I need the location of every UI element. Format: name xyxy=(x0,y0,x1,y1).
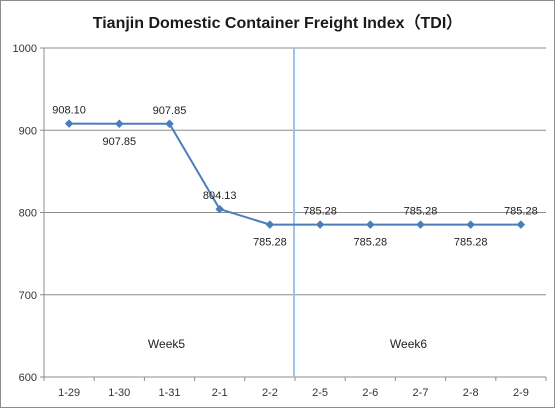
data-label-1-30: 907.85 xyxy=(102,136,136,148)
data-point-1-29 xyxy=(64,119,74,128)
data-label-2-2: 785.28 xyxy=(253,237,287,249)
data-point-2-6 xyxy=(365,220,375,229)
data-point-2-8 xyxy=(466,220,476,229)
x-tick-label-1-30: 1-30 xyxy=(108,387,130,399)
data-point-2-9 xyxy=(516,220,526,229)
data-point-2-1 xyxy=(215,204,225,214)
x-tick-label-2-5: 2-5 xyxy=(312,387,328,399)
data-label-2-5: 785.28 xyxy=(303,206,337,218)
x-tick-label-2-8: 2-8 xyxy=(463,387,479,399)
x-tick-label-1-29: 1-29 xyxy=(58,387,80,399)
x-tick-label-2-9: 2-9 xyxy=(513,387,529,399)
chart-title: Tianjin Domestic Container Freight Index… xyxy=(92,15,463,32)
x-tick-label-1-31: 1-31 xyxy=(158,387,180,399)
annotation-week6: Week6 xyxy=(390,337,427,351)
data-point-2-2 xyxy=(265,220,275,229)
data-label-2-6: 785.28 xyxy=(353,237,387,249)
y-tick-label-600: 600 xyxy=(19,372,37,384)
data-label-1-29: 908.10 xyxy=(52,105,86,117)
x-tick-label-2-6: 2-6 xyxy=(362,387,378,399)
y-tick-label-700: 700 xyxy=(19,290,37,302)
data-label-2-8: 785.28 xyxy=(454,237,488,249)
data-point-1-30 xyxy=(114,119,124,129)
series-line xyxy=(69,122,521,226)
x-tick-label-2-1: 2-1 xyxy=(212,387,228,399)
data-label-2-9: 785.28 xyxy=(504,206,538,218)
data-label-2-7: 785.28 xyxy=(404,206,438,218)
x-tick-label-2-2: 2-2 xyxy=(262,387,278,399)
data-label-2-1: 804.13 xyxy=(203,190,237,202)
data-point-2-7 xyxy=(416,220,425,229)
y-tick-label-1000: 1000 xyxy=(13,43,37,55)
annotation-week5: Week5 xyxy=(148,337,185,351)
y-tick-label-800: 800 xyxy=(19,208,37,220)
y-tick-label-900: 900 xyxy=(19,125,37,137)
x-tick-label-2-7: 2-7 xyxy=(413,387,429,399)
data-point-2-5 xyxy=(315,220,325,229)
data-point-1-31 xyxy=(165,119,174,129)
data-label-1-31: 907.85 xyxy=(153,105,187,117)
